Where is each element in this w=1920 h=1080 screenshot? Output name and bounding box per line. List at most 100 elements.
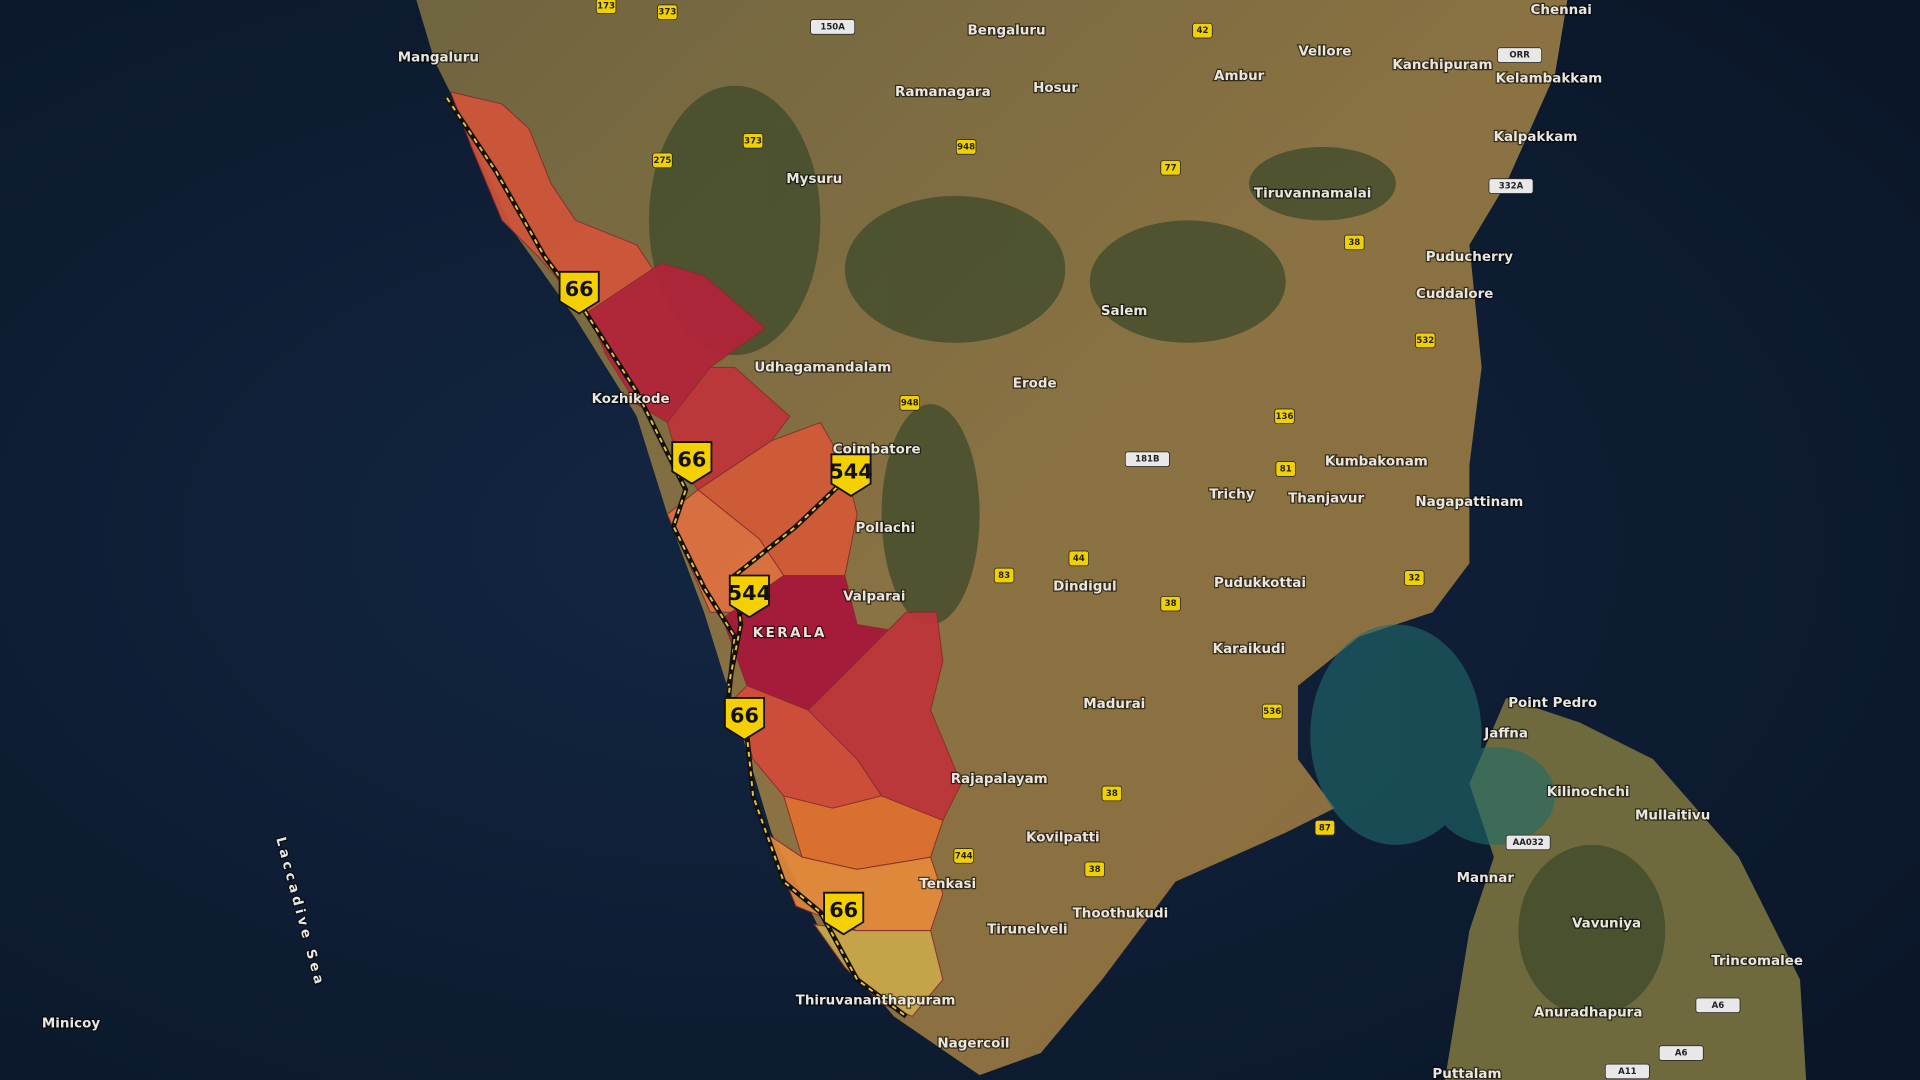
- shield-number: 544: [728, 581, 771, 605]
- shield-shape: [1160, 160, 1181, 176]
- minor-shield: 173: [595, 0, 617, 14]
- shield-number: 81: [1280, 464, 1292, 474]
- shield-number: 66: [730, 703, 759, 727]
- shield-shape: [1192, 22, 1213, 39]
- highway-shield: 544: [728, 574, 771, 619]
- shield-shape: [810, 19, 856, 35]
- highway-shield: 66: [558, 270, 600, 315]
- place-label: Anuradhapura: [1534, 1006, 1643, 1021]
- shield-number: 38: [1348, 238, 1360, 248]
- shield-shape: [1274, 408, 1295, 425]
- shield-shape: [1160, 595, 1181, 612]
- shield-shape: [742, 133, 764, 149]
- minor-shield: 44: [1068, 550, 1089, 567]
- place-label: Tenkasi: [919, 877, 976, 892]
- minor-shield: 373: [657, 4, 678, 20]
- shield-number: A11: [1618, 1067, 1637, 1077]
- place-label: Mannar: [1457, 871, 1515, 886]
- shield-number: 66: [829, 898, 858, 922]
- minor-shield: 181B: [1124, 451, 1170, 467]
- place-label: Pollachi: [856, 521, 916, 536]
- shield-number: 536: [1263, 707, 1281, 717]
- shield-number: 948: [901, 398, 919, 408]
- shield-shape: [993, 567, 1015, 584]
- place-label: Karaikudi: [1213, 642, 1286, 657]
- shield-shape: [899, 395, 920, 411]
- highway-shield: 66: [723, 697, 765, 741]
- place-label: Madurai: [1083, 697, 1145, 712]
- minor-shield: ORR: [1497, 47, 1542, 63]
- minor-shield: 38: [1101, 785, 1122, 802]
- place-label: Vavuniya: [1572, 916, 1641, 931]
- place-label: Dindigul: [1053, 580, 1116, 595]
- minor-shield: 532: [1415, 332, 1436, 349]
- shield-shape: [1101, 785, 1122, 802]
- shield-shape: [1068, 550, 1089, 567]
- shield-number: 332A: [1499, 182, 1524, 192]
- shield-number: 373: [658, 8, 676, 18]
- shield-shape: [1505, 834, 1551, 851]
- shield-shape: [671, 441, 713, 485]
- shield-number: 181B: [1135, 455, 1159, 465]
- minor-shield: 536: [1262, 703, 1283, 720]
- place-label: Kilinochchi: [1547, 785, 1630, 800]
- shield-number: 38: [1106, 789, 1118, 799]
- place-label: Kozhikode: [592, 392, 670, 407]
- shield-number: 83: [998, 571, 1010, 581]
- region-label: KERALA: [753, 626, 827, 641]
- shield-shape: [728, 574, 770, 619]
- place-label: Puducherry: [1426, 250, 1514, 265]
- place-label: Kumbakonam: [1325, 455, 1428, 470]
- place-label: Thanjavur: [1288, 491, 1364, 506]
- shield-number: 744: [955, 851, 973, 861]
- shield-number: 77: [1165, 163, 1177, 173]
- shield-number: 136: [1276, 412, 1294, 422]
- shield-shape: [953, 848, 974, 864]
- minor-shield: 38: [1084, 861, 1105, 878]
- shield-number: 87: [1319, 823, 1331, 833]
- place-label: Rajapalayam: [951, 772, 1048, 787]
- minor-shield: 744: [953, 848, 974, 864]
- place-label: Mangaluru: [398, 51, 479, 66]
- place-label: Kovilpatti: [1026, 831, 1100, 846]
- minor-shield: 150A: [810, 19, 856, 35]
- minor-shield: 77: [1160, 160, 1181, 176]
- place-label: Kanchipuram: [1392, 58, 1492, 73]
- place-label: Bengaluru: [967, 24, 1045, 39]
- place-label: Tiruvannamalai: [1254, 186, 1371, 201]
- minor-shield: AA032: [1505, 834, 1551, 851]
- place-label: Point Pedro: [1508, 696, 1597, 711]
- minor-shield: 32: [1404, 570, 1425, 586]
- place-label: Pudukkottai: [1214, 576, 1306, 591]
- shield-number: AA032: [1513, 838, 1544, 848]
- shield-number: A6: [1712, 1001, 1725, 1011]
- shield-shape: [723, 697, 765, 741]
- shield-shape: [830, 453, 872, 498]
- shield-shape: [1404, 570, 1425, 586]
- shield-shape: [595, 0, 617, 14]
- forest: [648, 85, 1666, 1017]
- place-label: Kalpakkam: [1494, 130, 1578, 145]
- highway-shield: 66: [671, 441, 713, 485]
- shield-number: 38: [1165, 599, 1177, 609]
- minor-shield: 373: [742, 133, 764, 149]
- minor-shield: 948: [955, 139, 977, 155]
- place-label: Salem: [1101, 304, 1148, 319]
- shield-number: 948: [957, 142, 975, 152]
- place-label: Ambur: [1214, 69, 1265, 84]
- place-label: Trichy: [1209, 488, 1254, 503]
- minor-shield: 87: [1314, 820, 1336, 836]
- minor-shield: 136: [1274, 408, 1295, 425]
- place-label: Cuddalore: [1416, 287, 1493, 302]
- shield-shape: [1084, 861, 1105, 878]
- minor-shield: 38: [1160, 595, 1181, 612]
- place-label: Thoothukudi: [1073, 906, 1169, 921]
- shield-shape: [1314, 820, 1336, 836]
- place-label: Chennai: [1531, 3, 1592, 18]
- minor-shield: 948: [899, 395, 920, 411]
- place-label: Minicoy: [42, 1017, 100, 1032]
- shield-number: A6: [1675, 1049, 1688, 1059]
- minor-shield: 332A: [1488, 178, 1534, 194]
- place-label: Thiruvananthapuram: [796, 993, 956, 1008]
- shield-number: 532: [1416, 336, 1434, 346]
